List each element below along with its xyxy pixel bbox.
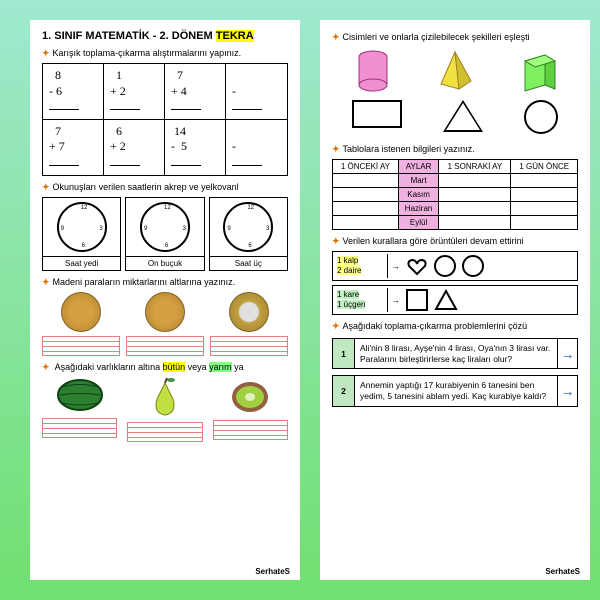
coin-icon xyxy=(145,292,185,332)
shapes-3d-row xyxy=(332,49,578,94)
shapes-2d-row xyxy=(332,100,578,134)
clock-label: On buçuk xyxy=(126,256,203,270)
attribution: SerhateS xyxy=(545,567,580,576)
section-clocks: ✦Okunuşları verilen saatlerin akrep ve y… xyxy=(42,182,288,193)
rectangle-icon xyxy=(352,100,402,128)
kiwi-icon xyxy=(230,377,270,415)
circle-icon xyxy=(524,100,558,134)
triangle-icon xyxy=(443,100,483,132)
cylinder-icon xyxy=(353,49,393,94)
section-fruits: ✦ Aşağıdaki varlıkların altına bütün vey… xyxy=(42,362,288,373)
section-table: ✦Tablolara istenen bilgileri yazınız. xyxy=(332,144,578,155)
word-problem-2: 2 Annemin yaptığı 17 kurabiyenin 6 tanes… xyxy=(332,375,578,406)
section-arithmetic: ✦Karışık toplama-çıkarma alıştırmalarını… xyxy=(42,48,288,59)
worksheet-page-left: 1. SINIF MATEMATİK - 2. DÖNEM TEKRA ✦Kar… xyxy=(30,20,300,580)
months-table: 1 ÖNCEKİ AY AYLAR 1 SONRAKİ AY 1 GÜN ÖNC… xyxy=(332,159,578,230)
word-problem-1: 1 Ali'nin 8 lirası, Ayşe'nin 4 lirası, O… xyxy=(332,338,578,369)
section-patterns: ✦Verilen kurallara göre örüntüleri devam… xyxy=(332,236,578,247)
prism-icon xyxy=(517,49,557,94)
worksheet-page-right: ✦Cisimleri ve onlarla çizilebilecek şeki… xyxy=(320,20,590,580)
heart-icon xyxy=(406,255,428,277)
pattern-row-1: 1 kalp2 daire → xyxy=(332,251,578,281)
section-coins: ✦Madeni paraların miktarlarını altlarına… xyxy=(42,277,288,288)
section-shapes: ✦Cisimleri ve onlarla çizilebilecek şeki… xyxy=(332,32,578,43)
pyramid-icon xyxy=(435,49,475,94)
clock-label: Saat yedi xyxy=(43,256,120,270)
clock-icon: 126 93 xyxy=(223,202,273,252)
clock-icon: 126 93 xyxy=(57,202,107,252)
section-problems: ✦Aşağıdaki toplama-çıkarma problemlerini… xyxy=(332,321,578,332)
coin-icon xyxy=(61,292,101,332)
arithmetic-grid: 8- 6 1+ 2 7+ 4 - 7+ 7 6+ 2 14- 5 - xyxy=(42,63,288,176)
fruits-row xyxy=(42,377,288,442)
pear-icon xyxy=(147,377,183,417)
pattern-row-2: 1 kare1 üçgen → xyxy=(332,285,578,315)
triangle-small-icon xyxy=(434,289,458,311)
coins-row xyxy=(42,292,288,356)
page-title: 1. SINIF MATEMATİK - 2. DÖNEM TEKRA xyxy=(42,30,288,42)
attribution: SerhateS xyxy=(255,567,290,576)
clock-label: Saat üç xyxy=(210,256,287,270)
watermelon-icon xyxy=(57,377,103,413)
clock-icon: 126 93 xyxy=(140,202,190,252)
clocks-row: 126 93 Saat yedi 126 93 On buçuk 126 93 … xyxy=(42,197,288,271)
coin-icon xyxy=(229,292,269,332)
